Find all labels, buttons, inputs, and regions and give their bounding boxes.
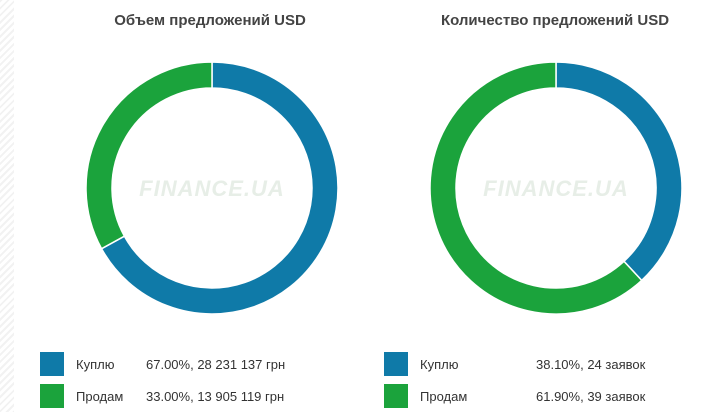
legend-item-count-buy: Куплю 38.10%, 24 заявок <box>384 352 645 376</box>
left-stripe-decoration <box>0 0 14 412</box>
donut-slices <box>429 61 683 315</box>
legend-swatch-buy <box>40 352 64 376</box>
donut-slice-buy <box>555 61 683 282</box>
legend-swatch-buy <box>384 352 408 376</box>
legend-item-volume-buy: Куплю 67.00%, 28 231 137 грн <box>40 352 285 376</box>
donut-slice-buy <box>100 61 339 315</box>
donut-slice-sell <box>429 61 643 315</box>
legend-value: 67.00%, 28 231 137 грн <box>146 356 286 372</box>
legend-value: 38.10%, 24 заявок <box>536 356 646 372</box>
donut-slices <box>85 61 339 315</box>
donut-chart-count: FINANCE.UA <box>429 61 683 315</box>
legend-swatch-sell <box>40 384 64 408</box>
donut-slice-sell <box>85 61 213 250</box>
chart-title-volume: Объем предложений USD <box>114 12 306 29</box>
watermark-logo: FINANCE.UA <box>139 176 285 201</box>
watermark-logo: FINANCE.UA <box>483 176 629 201</box>
legend-swatch-sell <box>384 384 408 408</box>
legend-label: Куплю <box>420 356 459 372</box>
legend-label: Продам <box>76 388 124 404</box>
legend-value: 33.00%, 13 905 119 грн <box>146 388 285 404</box>
donut-chart-volume: FINANCE.UA <box>85 61 339 315</box>
chart-title-count: Количество предложений USD <box>440 12 670 29</box>
legend-label: Куплю <box>76 356 115 372</box>
legend-label: Продам <box>420 388 468 404</box>
legend-item-volume-sell: Продам 33.00%, 13 905 119 грн <box>40 384 284 408</box>
legend-item-count-sell: Продам 61.90%, 39 заявок <box>384 384 645 408</box>
legend-value: 61.90%, 39 заявок <box>536 388 646 404</box>
